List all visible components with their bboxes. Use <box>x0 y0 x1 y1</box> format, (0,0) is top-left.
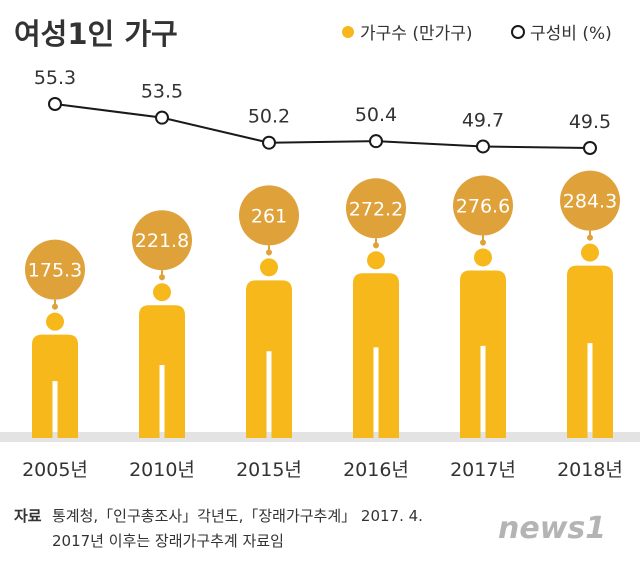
bubble-dot <box>480 239 486 246</box>
bubble-dot <box>159 274 165 281</box>
ratio-point <box>262 135 276 150</box>
bar-head <box>260 258 278 277</box>
bar-head <box>46 312 64 331</box>
bar-figure: 276.6 <box>453 175 513 438</box>
x-tick-label: 2017년 <box>450 459 516 481</box>
ratio-point <box>369 134 383 149</box>
bar <box>139 305 185 438</box>
x-tick-label: 2015년 <box>236 459 302 481</box>
legend-label-households: 가구수 (만가구) <box>360 24 473 44</box>
bar <box>460 270 506 438</box>
news1-logo: news1 <box>498 511 606 546</box>
x-tick-label: 2005년 <box>22 459 88 481</box>
bubble-dot <box>373 242 379 249</box>
value-bubble <box>346 178 406 239</box>
bubble-dot <box>587 234 593 241</box>
value-bubble <box>239 185 299 246</box>
bar-figure: 261 <box>239 185 299 438</box>
bar-value-label: 175.3 <box>28 260 82 282</box>
source-line-2: 2017년 이후는 장래가구추계 자료임 <box>52 532 284 550</box>
legend: 가구수 (만가구) 구성비 (%) <box>342 24 612 44</box>
ratio-value-label: 49.7 <box>462 109 504 131</box>
bar <box>32 334 78 438</box>
bar-head <box>367 251 385 270</box>
bar <box>246 280 292 438</box>
bar-value-label: 221.8 <box>135 230 189 252</box>
logo-text: news1 <box>498 511 606 546</box>
bar-figures: 175.3 221.8 261 272.2 276.6 284.3 <box>25 170 620 438</box>
source-line-1: 통계청,「인구총조사」각년도,「장래가구추계」 2017. 4. <box>52 507 423 525</box>
value-bubble <box>25 239 85 300</box>
legend-label-ratio: 구성비 (%) <box>530 24 612 44</box>
x-tick-label: 2016년 <box>343 459 409 481</box>
bar <box>353 273 399 438</box>
bubble-dot <box>266 249 272 256</box>
value-bubble <box>453 175 513 236</box>
bubble-dot <box>52 303 58 310</box>
bar-value-label: 284.3 <box>563 191 617 213</box>
ratio-value-label: 50.2 <box>248 106 290 128</box>
bar-head <box>153 283 171 302</box>
bar-value-label: 261 <box>251 205 287 227</box>
ratio-point <box>48 97 62 111</box>
ratio-line <box>54 103 591 149</box>
ratio-point <box>155 110 169 125</box>
x-axis: 2005년 2010년 2015년 2016년 2017년 2018년 <box>22 459 623 481</box>
bar <box>567 265 613 438</box>
ratio-value-label: 50.4 <box>355 104 397 126</box>
bar-figure: 221.8 <box>132 210 192 438</box>
legend-swatch-households <box>342 26 354 38</box>
bar-figure: 284.3 <box>560 170 620 438</box>
bar-head <box>581 243 599 262</box>
chart-title: 여성1인 가구 <box>14 17 178 51</box>
ratio-value-label: 53.5 <box>141 81 183 103</box>
bar-head <box>474 248 492 267</box>
legend-swatch-ratio <box>511 25 525 39</box>
value-bubble <box>132 210 192 271</box>
baseline-band <box>0 432 640 442</box>
x-tick-label: 2018년 <box>557 459 623 481</box>
ratio-line-layer: 55.3 53.5 50.2 50.4 49.7 49.5 <box>34 67 611 155</box>
ratio-value-label: 55.3 <box>34 67 76 89</box>
bar-value-label: 276.6 <box>456 195 510 217</box>
value-bubble <box>560 170 620 231</box>
ratio-point <box>476 139 490 154</box>
bar-value-label: 272.2 <box>349 198 403 220</box>
x-tick-label: 2010년 <box>129 459 195 481</box>
bar-figure: 272.2 <box>346 178 406 438</box>
ratio-value-label: 49.5 <box>569 111 611 133</box>
ratio-point <box>583 141 597 155</box>
bar-figure: 175.3 <box>25 239 85 438</box>
source-label: 자료 <box>14 507 42 525</box>
